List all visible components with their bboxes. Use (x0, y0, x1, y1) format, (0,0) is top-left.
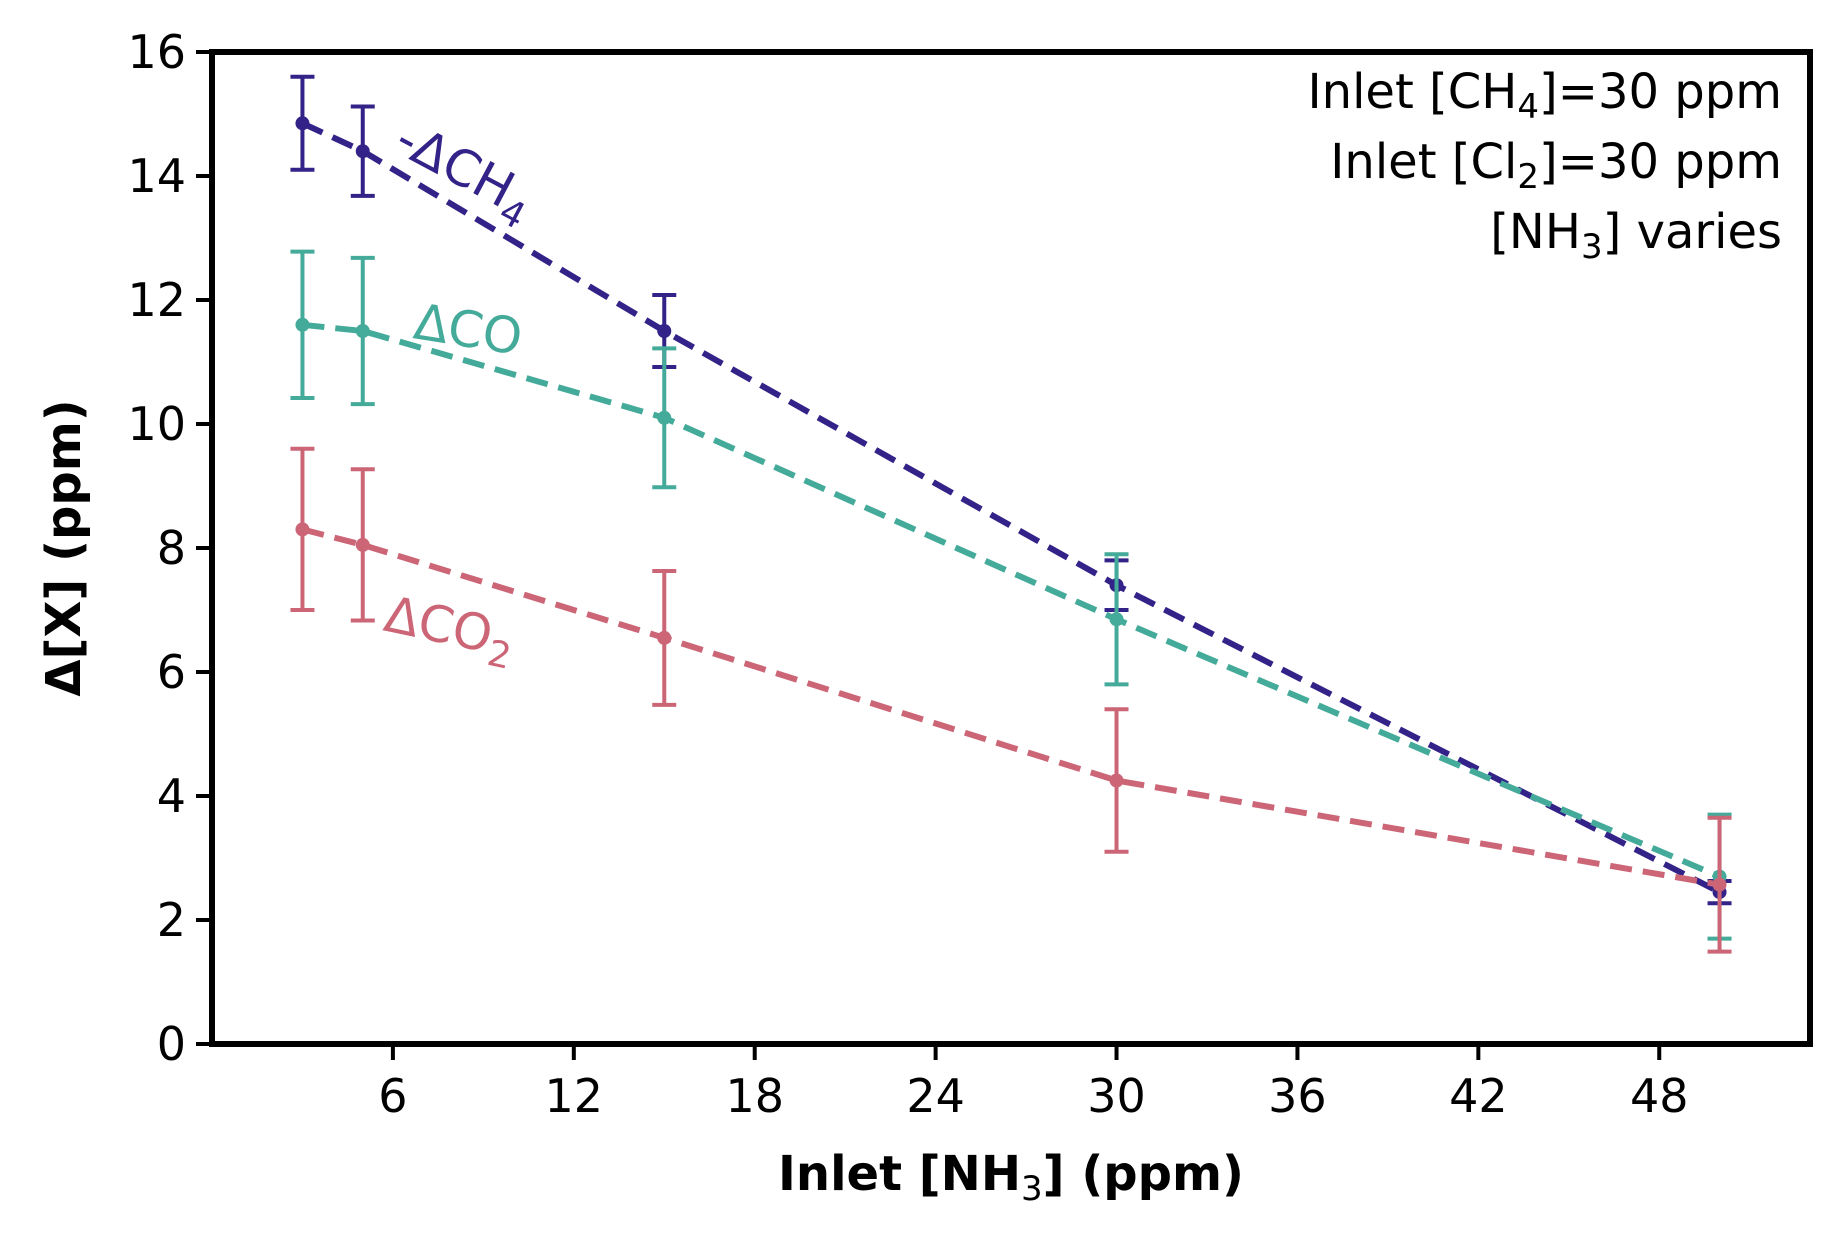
series-label-main: ΔCO (380, 585, 498, 664)
annotation-tail: ] varies (1603, 204, 1782, 260)
x-tick-label: 18 (725, 1069, 784, 1123)
x-tick-label: 36 (1268, 1069, 1327, 1123)
x-axis-label: Inlet [NH3] (ppm) (778, 1146, 1244, 1209)
series-label: ΔCO (410, 293, 526, 367)
series-line (301, 526, 1721, 888)
y-tick-label: 14 (127, 149, 186, 203)
x-tick-label: 6 (378, 1069, 407, 1123)
data-point (295, 522, 310, 537)
y-tick-label: 4 (157, 769, 186, 823)
data-point (295, 317, 310, 332)
x-tick-label: 42 (1449, 1069, 1508, 1123)
series-label: -ΔCH4 (382, 109, 544, 237)
y-tick-label: 8 (157, 521, 186, 575)
annotation-main: Inlet [Cl (1330, 134, 1517, 190)
x-axis-label-sub: 3 (1021, 1169, 1043, 1209)
data-point (657, 630, 672, 645)
annotation-sub: 2 (1517, 157, 1539, 197)
annotation-line: [NH3] varies (1490, 204, 1782, 267)
y-tick-label: 0 (157, 1017, 186, 1071)
data-point (1109, 612, 1124, 627)
data-point (295, 116, 310, 131)
data-point (355, 324, 370, 338)
x-tick-label: 24 (906, 1069, 965, 1123)
annotation-line: Inlet [Cl2]=30 ppm (1330, 134, 1782, 197)
annotation-sub: 3 (1581, 227, 1603, 267)
data-point (657, 410, 672, 425)
x-axis-label-tail: ] (ppm) (1043, 1146, 1244, 1202)
series-line (302, 321, 1721, 880)
y-tick-label: 16 (127, 25, 186, 79)
data-point (1109, 773, 1124, 788)
series-2 (290, 446, 1732, 954)
series-label-main: ΔCO (410, 293, 526, 367)
annotation-tail: ]=30 ppm (1539, 64, 1782, 120)
x-tick-label: 30 (1087, 1069, 1146, 1123)
annotation-main: Inlet [CH (1308, 64, 1518, 120)
y-tick-label: 2 (157, 893, 186, 947)
plot-frame (209, 49, 1813, 1047)
series-label-main: -ΔCH (386, 109, 523, 219)
data-point (355, 537, 370, 552)
y-tick-label: 6 (157, 645, 186, 699)
annotation-sub: 4 (1517, 87, 1539, 127)
x-tick-label: 12 (545, 1069, 604, 1123)
plot-marks (290, 74, 1732, 954)
annotation-main: [NH (1490, 204, 1581, 260)
annotation-line: Inlet [CH4]=30 ppm (1308, 64, 1782, 127)
data-point (1712, 877, 1727, 892)
y-axis-label: Δ[X] (ppm) (36, 399, 92, 696)
series-label: ΔCO2 (378, 585, 520, 678)
annotation-tail: ]=30 ppm (1539, 134, 1782, 190)
x-tick-label: 48 (1630, 1069, 1689, 1123)
y-tick-label: 12 (127, 273, 186, 327)
data-point (355, 144, 370, 159)
data-point (657, 324, 672, 338)
x-axis-label-main: Inlet [NH (778, 1146, 1021, 1202)
y-tick-label: 10 (127, 397, 186, 451)
